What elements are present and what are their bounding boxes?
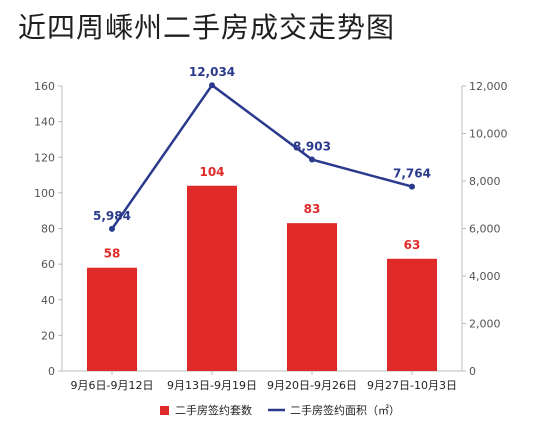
x-tick-label: 9月6日-9月12日 xyxy=(71,379,154,392)
right-tick-label: 4,000 xyxy=(469,270,501,283)
line-value-label: 5,984 xyxy=(93,209,131,223)
bar xyxy=(187,185,237,371)
x-tick-label: 9月27日-10月3日 xyxy=(367,379,457,392)
bar xyxy=(87,267,137,371)
line-value-label: 7,764 xyxy=(393,167,431,181)
line-point xyxy=(309,156,315,163)
left-tick-label: 80 xyxy=(41,223,55,236)
left-tick-label: 120 xyxy=(34,151,55,164)
line-point xyxy=(409,183,415,190)
bar-value-label: 58 xyxy=(104,247,121,261)
legend-bar-swatch xyxy=(160,406,169,415)
bar-value-label: 104 xyxy=(199,165,224,179)
left-tick-label: 100 xyxy=(34,187,55,200)
left-tick-label: 160 xyxy=(34,80,55,93)
legend-line-label: 二手房签约面积（㎡） xyxy=(290,403,400,417)
right-tick-label: 12,000 xyxy=(469,80,508,93)
x-tick-label: 9月13日-9月19日 xyxy=(167,379,257,392)
bar xyxy=(387,258,437,371)
line-value-label: 12,034 xyxy=(189,65,235,79)
left-tick-label: 60 xyxy=(41,258,55,271)
chart-title: 近四周嵊州二手房成交走势图 xyxy=(18,11,396,44)
left-tick-label: 40 xyxy=(41,294,55,307)
line-value-label: 8,903 xyxy=(293,140,331,154)
line-point xyxy=(209,82,215,89)
right-tick-label: 0 xyxy=(469,365,476,378)
right-tick-label: 8,000 xyxy=(469,175,501,188)
left-tick-label: 20 xyxy=(41,329,55,342)
right-tick-label: 2,000 xyxy=(469,318,501,331)
left-tick-label: 140 xyxy=(34,116,55,129)
area-line xyxy=(110,83,413,230)
right-tick-label: 10,000 xyxy=(469,128,508,141)
bar-value-label: 83 xyxy=(304,202,321,216)
legend-bar-label: 二手房签约套数 xyxy=(175,403,252,417)
bar xyxy=(287,223,337,371)
right-tick-label: 6,000 xyxy=(469,223,501,236)
x-tick-label: 9月20日-9月26日 xyxy=(267,379,357,392)
left-tick-label: 0 xyxy=(48,365,55,378)
bar-value-label: 63 xyxy=(404,238,421,252)
line-point xyxy=(109,225,115,232)
